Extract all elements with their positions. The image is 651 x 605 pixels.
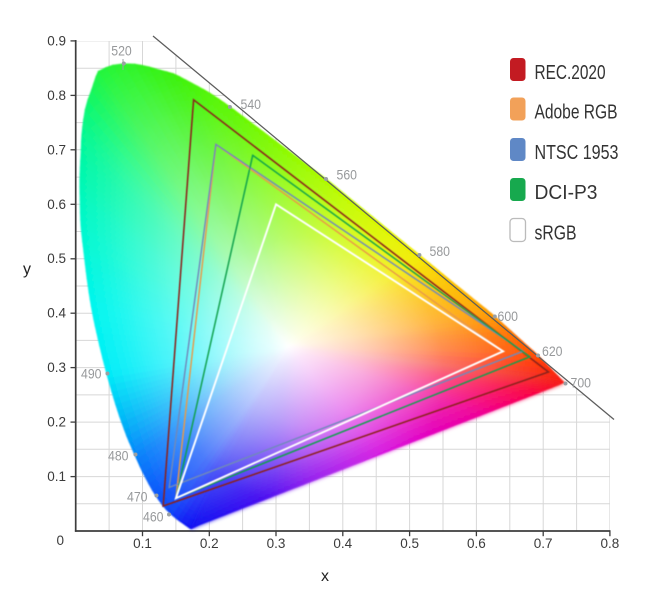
svg-text:600: 600	[498, 309, 519, 324]
svg-text:620: 620	[542, 344, 563, 359]
svg-text:700: 700	[571, 376, 592, 391]
svg-text:NTSC 1953: NTSC 1953	[535, 142, 619, 164]
svg-text:Adobe RGB: Adobe RGB	[535, 102, 618, 124]
svg-text:0.8: 0.8	[601, 536, 620, 551]
svg-text:0.5: 0.5	[47, 251, 66, 266]
svg-text:540: 540	[241, 97, 262, 112]
svg-text:0.7: 0.7	[534, 536, 553, 551]
svg-text:0.6: 0.6	[47, 197, 66, 212]
svg-text:490: 490	[81, 367, 102, 382]
svg-text:0.2: 0.2	[47, 415, 66, 430]
svg-text:0.4: 0.4	[333, 536, 352, 551]
svg-text:0.3: 0.3	[267, 536, 286, 551]
svg-text:460: 460	[143, 510, 164, 525]
svg-text:0.1: 0.1	[133, 536, 152, 551]
svg-text:0: 0	[56, 533, 64, 548]
svg-text:0.8: 0.8	[47, 88, 66, 103]
svg-text:560: 560	[337, 168, 358, 183]
svg-text:0.4: 0.4	[47, 306, 66, 321]
svg-text:520: 520	[111, 44, 132, 59]
svg-text:0.9: 0.9	[47, 33, 66, 48]
svg-text:DCI-P3: DCI-P3	[535, 182, 598, 204]
svg-text:0.5: 0.5	[400, 536, 419, 551]
svg-text:sRGB: sRGB	[535, 223, 577, 245]
svg-text:y: y	[23, 261, 31, 278]
svg-text:0.7: 0.7	[47, 142, 66, 157]
svg-text:REC.2020: REC.2020	[535, 62, 606, 84]
svg-text:470: 470	[127, 490, 148, 505]
svg-text:0.6: 0.6	[467, 536, 486, 551]
svg-text:580: 580	[430, 244, 451, 259]
svg-text:0.2: 0.2	[200, 536, 219, 551]
svg-text:480: 480	[108, 449, 129, 464]
svg-text:x: x	[321, 568, 329, 585]
svg-text:0.1: 0.1	[47, 469, 66, 484]
svg-text:0.3: 0.3	[47, 360, 66, 375]
